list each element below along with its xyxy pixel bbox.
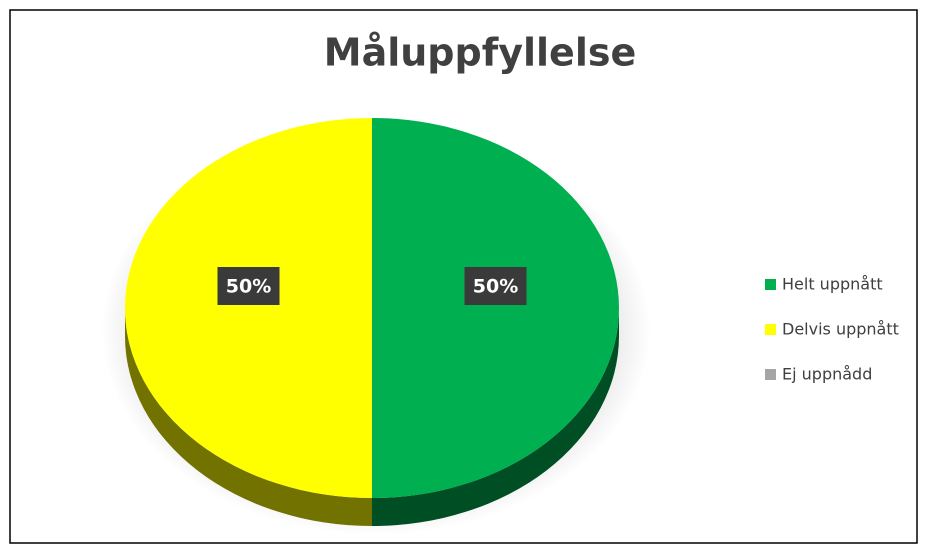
legend-swatch [765, 324, 776, 335]
data-label: 50% [473, 276, 518, 298]
data-label: 50% [226, 276, 271, 298]
legend-label: Helt uppnått [782, 275, 883, 294]
legend-label: Ej uppnådd [782, 365, 872, 384]
legend-label: Delvis uppnått [782, 320, 899, 339]
pie-slice [125, 118, 372, 498]
legend-swatch [765, 279, 776, 290]
pie-slice [372, 118, 619, 498]
chart-title: Måluppfyllelse [324, 31, 636, 75]
pie-side [372, 308, 619, 526]
legend-swatch [765, 369, 776, 380]
data-label-box [217, 267, 280, 305]
data-label-box [464, 267, 527, 305]
pie-side [125, 308, 372, 526]
